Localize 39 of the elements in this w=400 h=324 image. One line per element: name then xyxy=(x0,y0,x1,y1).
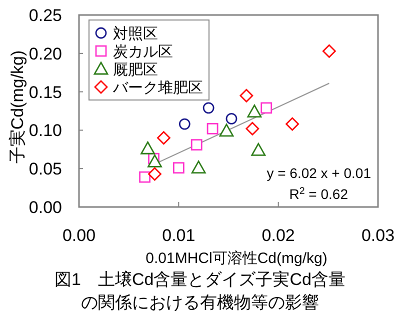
point xyxy=(202,102,214,114)
point xyxy=(139,171,150,183)
point xyxy=(286,117,299,131)
point xyxy=(190,139,202,150)
x-tick-label: 0.01 xyxy=(162,226,196,245)
legend-label: バーク堆肥区 xyxy=(112,80,203,96)
annotation: y = 6.02 x + 0.01 xyxy=(266,165,372,181)
point xyxy=(246,122,260,136)
legend-label: 対照区 xyxy=(113,26,158,42)
point xyxy=(247,104,262,118)
y-axis-title: 子実Cd(mg/kg) xyxy=(8,50,27,164)
point xyxy=(157,131,170,145)
annotation: R$^{2}$ = 0.62 xyxy=(289,186,348,202)
x-tick-label: 0.00 xyxy=(62,226,96,245)
x-tick-label: 0.02 xyxy=(262,226,295,245)
y-tick-label: 0.15 xyxy=(28,82,62,102)
point xyxy=(322,44,336,58)
point xyxy=(178,118,190,130)
text: 図1 土壌Cd含量とダイズ子実Cd含量の関係における有機物等の影響 xyxy=(54,269,346,314)
point xyxy=(191,160,206,174)
legend-label: 炭カル区 xyxy=(113,44,173,60)
point xyxy=(148,167,162,181)
x-tick-label: 0.03 xyxy=(361,226,395,245)
point xyxy=(148,154,162,168)
point xyxy=(140,141,155,154)
y-tick-label: 0.25 xyxy=(28,6,62,25)
y-tick-label: 0.00 xyxy=(28,198,62,217)
y-tick-label: 0.10 xyxy=(28,121,62,140)
point xyxy=(251,142,266,156)
point xyxy=(240,88,254,102)
legend-label: 厩肥区 xyxy=(113,62,158,78)
x-axis-title: 0.01MHCl可溶性Cd(mg/kg) xyxy=(146,250,328,267)
point xyxy=(219,124,234,137)
point xyxy=(206,122,218,134)
y-tick-label: 0.05 xyxy=(28,160,62,179)
point xyxy=(260,102,272,114)
y-tick-label: 0.20 xyxy=(28,44,62,64)
point xyxy=(226,112,238,124)
point xyxy=(172,162,184,174)
